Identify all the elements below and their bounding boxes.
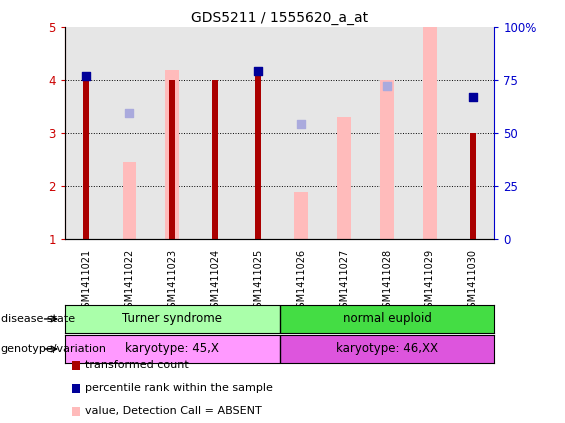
Bar (123, 162, 136, 239)
Bar (423, 27, 437, 239)
Bar (237, 27, 280, 239)
Text: disease state: disease state (1, 314, 75, 324)
Text: Turner syndrome: Turner syndrome (123, 313, 222, 325)
Bar (65, 305, 280, 333)
Bar (451, 27, 494, 239)
Point (297, 121, 306, 127)
Bar (84, 80, 89, 239)
Text: karyotype: 45,X: karyotype: 45,X (125, 343, 219, 355)
Text: normal euploid: normal euploid (342, 313, 432, 325)
Bar (72, 361, 80, 370)
Bar (72, 384, 80, 393)
Bar (166, 70, 179, 239)
Bar (366, 27, 408, 239)
Bar (72, 407, 80, 415)
Bar (470, 133, 476, 239)
Bar (255, 75, 261, 239)
Bar (108, 27, 151, 239)
Bar (151, 27, 194, 239)
Bar (280, 305, 494, 333)
Bar (280, 27, 323, 239)
Bar (380, 80, 394, 239)
Text: transformed count: transformed count (85, 360, 189, 371)
Bar (212, 80, 218, 239)
Point (82, 73, 91, 80)
Bar (65, 335, 280, 363)
Point (254, 68, 263, 74)
Bar (337, 118, 351, 239)
Bar (408, 27, 451, 239)
Point (468, 94, 477, 101)
Point (125, 110, 134, 117)
Bar (280, 335, 494, 363)
Bar (170, 80, 175, 239)
Text: value, Detection Call = ABSENT: value, Detection Call = ABSENT (85, 406, 262, 416)
Bar (294, 192, 308, 239)
Text: percentile rank within the sample: percentile rank within the sample (85, 383, 273, 393)
Text: karyotype: 46,XX: karyotype: 46,XX (336, 343, 438, 355)
Text: genotype/variation: genotype/variation (1, 344, 107, 354)
Bar (65, 27, 108, 239)
Point (383, 82, 392, 89)
Title: GDS5211 / 1555620_a_at: GDS5211 / 1555620_a_at (191, 11, 368, 25)
Bar (323, 27, 366, 239)
Bar (194, 27, 237, 239)
